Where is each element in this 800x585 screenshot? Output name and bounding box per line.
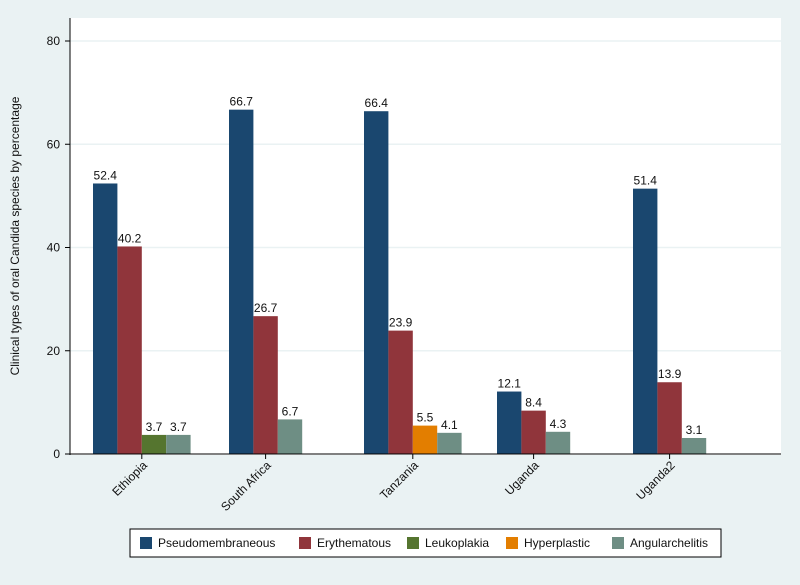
data-label: 51.4 [634, 174, 658, 188]
legend-swatch [612, 537, 624, 549]
legend: Pseudomembraneous Erythematous Leukoplakia… [129, 528, 722, 558]
y-tick-label: 0 [53, 447, 60, 461]
bar-pseudomembraneous-tanzania [364, 111, 389, 455]
data-label: 3.1 [686, 423, 703, 437]
x-tick-label: Tanzania [377, 458, 421, 502]
y-axis-title: Clinical types of oral Candida species b… [8, 96, 22, 375]
bar-pseudomembraneous-uganda2 [633, 188, 658, 454]
data-label: 26.7 [254, 301, 278, 315]
plot-background [70, 18, 781, 455]
bar-pseudomembraneous-ethiopia [93, 183, 118, 455]
data-label: 3.7 [170, 420, 187, 434]
data-label: 66.7 [230, 95, 254, 109]
bar-angularchelitis-south-africa [277, 419, 303, 454]
legend-swatch [407, 537, 419, 549]
data-label: 8.4 [525, 396, 542, 410]
bar-pseudomembraneous-uganda [497, 391, 522, 454]
x-axis: Ethiopia South Africa Tanzania Uganda Uganda… [70, 453, 781, 514]
data-label: 52.4 [94, 168, 118, 182]
legend-swatch [299, 537, 311, 549]
bar-erythematous-ethiopia [117, 246, 142, 454]
bar-erythematous-south-africa [253, 316, 278, 454]
data-label: 66.4 [365, 96, 389, 110]
legend-label: Pseudomembraneous [158, 536, 275, 550]
data-label: 12.1 [498, 377, 522, 391]
legend-label: Leukoplakia [425, 536, 489, 550]
bar-hyperplastic-tanzania [412, 425, 438, 454]
bar-angularchelitis-ethiopia [166, 434, 191, 454]
bar-angularchelitis-uganda [545, 431, 571, 454]
data-label: 3.7 [146, 420, 163, 434]
data-label: 5.5 [417, 411, 434, 425]
y-axis: 0 20 40 60 80 [47, 18, 71, 461]
bar-angularchelitis-tanzania [437, 432, 462, 454]
x-tick-label: South Africa [218, 458, 274, 514]
bar-leukoplakia-ethiopia [141, 434, 167, 454]
legend-label: Erythematous [317, 536, 391, 550]
legend-swatch [140, 537, 152, 549]
x-tick-label: Ethiopia [109, 458, 150, 499]
data-label: 6.7 [282, 404, 299, 418]
bars [93, 109, 707, 455]
bar-erythematous-uganda2 [657, 382, 682, 454]
y-tick-label: 80 [47, 34, 61, 48]
y-tick-label: 20 [47, 344, 61, 358]
legend-swatch [506, 537, 518, 549]
bar-erythematous-tanzania [388, 330, 413, 454]
bar-angularchelitis-uganda2 [681, 437, 707, 454]
y-tick-label: 60 [47, 137, 61, 151]
data-label: 23.9 [389, 316, 413, 330]
data-label: 4.1 [441, 418, 458, 432]
data-label: 40.2 [118, 231, 142, 245]
data-label: 4.3 [550, 417, 567, 431]
data-label: 13.9 [658, 367, 682, 381]
bar-pseudomembraneous-south-africa [229, 109, 254, 454]
grid-lines [70, 40, 781, 352]
legend-label: Hyperplastic [524, 536, 590, 550]
x-tick-label: Uganda [502, 458, 542, 498]
y-tick-label: 40 [47, 241, 61, 255]
bar-erythematous-uganda [521, 410, 546, 454]
x-tick-label: Uganda2 [633, 458, 678, 503]
data-labels: 52.4 40.2 3.7 3.7 66.7 26.7 6.7 66.4 23.9 5.5 4.1 1… [94, 95, 703, 437]
legend-label: Angularchelitis [630, 536, 708, 550]
